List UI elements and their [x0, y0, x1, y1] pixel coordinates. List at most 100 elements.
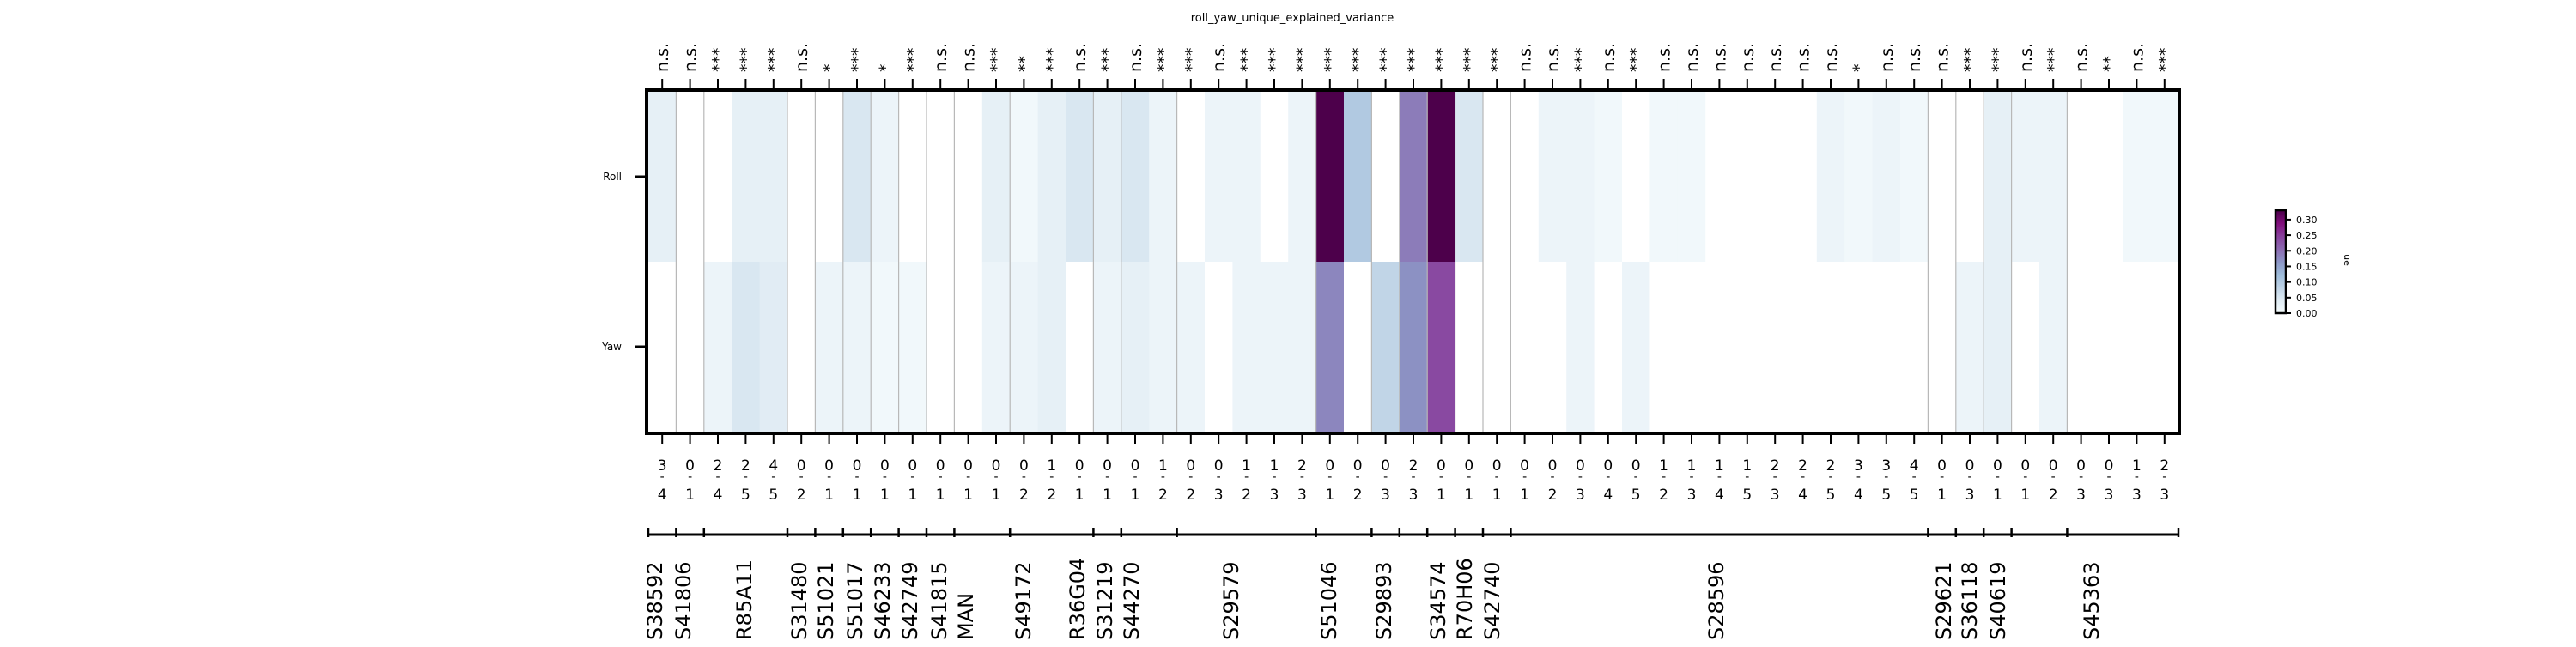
sig-label-39: n.s. [1739, 43, 1758, 72]
bottom-label-bottom-40: 3 [1771, 487, 1780, 504]
heatmap-cell-roll-30 [1483, 92, 1511, 263]
colorbar-segment-16 [2275, 284, 2286, 287]
heatmap-cell-roll-32 [1538, 92, 1567, 263]
heatmap-cell-yaw-46 [1928, 262, 1957, 432]
colorbar-segment-19 [2275, 279, 2286, 281]
bottom-label-bottom-18: 2 [1158, 487, 1168, 504]
bottom-label-top-30: 0 [1492, 457, 1502, 475]
bottom-label-top-40: 2 [1771, 457, 1780, 475]
heatmap-cell-yaw-12 [981, 262, 1011, 432]
bottom-label-dash-27: - [1411, 470, 1415, 484]
group-label-3: S31480 [787, 561, 811, 640]
colorbar-tick-label-1: 0.05 [2296, 293, 2318, 304]
bottom-label-dash-2: - [715, 470, 720, 484]
bottom-label-dash-28: - [1439, 470, 1443, 484]
bottom-label-top-54: 2 [2160, 457, 2169, 475]
sig-label-44: n.s. [1878, 43, 1897, 72]
heatmap-cell-roll-36 [1649, 92, 1679, 263]
bottom-label-dash-34: - [1606, 470, 1610, 484]
bottom-label-dash-29: - [1467, 470, 1471, 484]
colorbar-segment-57 [2275, 214, 2286, 216]
heatmap-cell-yaw-2 [703, 262, 732, 432]
heatmap-cell-yaw-26 [1371, 262, 1400, 432]
sig-label-28: *** [1432, 48, 1451, 73]
bottom-label-dash-41: - [1801, 470, 1805, 484]
bottom-label-bottom-12: 1 [992, 487, 1001, 504]
sig-label-15: n.s. [1071, 43, 1090, 72]
colorbar: 0.00 0.05 0.10 0.15 0.20 0.25 0.30 ue [2274, 209, 2353, 319]
colorbar-segment-54 [2275, 219, 2286, 221]
bottom-label-top-8: 0 [880, 457, 890, 475]
heatmap-cell-roll-45 [1900, 92, 1929, 263]
colorbar-tick-label-5: 0.25 [2296, 230, 2318, 241]
heatmap-cell-yaw-14 [1037, 262, 1066, 432]
heatmap-cell-roll-51 [2067, 92, 2096, 263]
sig-label-17: n.s. [1127, 43, 1145, 72]
sig-label-37: n.s. [1683, 43, 1702, 72]
sig-label-48: *** [1989, 48, 2008, 73]
bottom-label-top-41: 2 [1798, 457, 1807, 475]
sig-label-22: *** [1266, 48, 1285, 73]
bottom-label-bottom-3: 5 [741, 487, 750, 504]
bottom-label-bottom-23: 3 [1297, 487, 1307, 504]
bottom-label-top-50: 0 [2049, 457, 2058, 475]
heatmap-cell-roll-50 [2039, 92, 2068, 263]
bottom-label-dash-19: - [1188, 470, 1193, 484]
group-label-20: S28596 [1704, 561, 1728, 640]
heatmap-cell-yaw-38 [1705, 262, 1735, 432]
heatmap-cell-yaw-1 [676, 262, 705, 432]
group-axis: S38592 S41806 R85A11 S31480 S51021 S51017 S462… [643, 528, 2180, 640]
bottom-label-top-42: 2 [1826, 457, 1836, 475]
bottom-label-dash-15: - [1078, 470, 1082, 484]
bottom-label-bottom-33: 3 [1576, 487, 1585, 504]
bottom-label-dash-40: - [1773, 470, 1777, 484]
bottom-label-dash-11: - [966, 470, 970, 484]
heatmap-cell-roll-7 [842, 92, 872, 263]
bottom-label-top-1: 0 [685, 457, 695, 475]
sig-label-16: *** [1099, 48, 1118, 73]
heatmap-cell-roll-22 [1260, 92, 1289, 263]
heatmap-cell-yaw-40 [1761, 262, 1789, 432]
bottom-label-bottom-31: 1 [1520, 487, 1529, 504]
colorbar-segment-41 [2275, 241, 2286, 244]
colorbar-segment-26 [2275, 267, 2286, 269]
sig-label-35: *** [1627, 48, 1646, 73]
sig-label-25: *** [1349, 48, 1368, 73]
colorbar-segment-52 [2275, 222, 2286, 225]
bottom-label-bottom-20: 3 [1214, 487, 1224, 504]
chart-title: roll_yaw_unique_explained_variance [1191, 12, 1394, 25]
sig-label-52: ** [2100, 56, 2119, 72]
bottom-label-bottom-30: 1 [1492, 487, 1502, 504]
heatmap-cell-yaw-42 [1816, 262, 1845, 432]
group-label-9: MAN [954, 593, 978, 640]
bottom-label-bottom-16: 1 [1103, 487, 1112, 504]
heatmap-cell-yaw-17 [1121, 262, 1150, 432]
bottom-label-bottom-45: 5 [1910, 487, 1919, 504]
bottom-label-top-17: 0 [1131, 457, 1140, 475]
heatmap-cell-roll-23 [1288, 92, 1317, 263]
sig-label-20: n.s. [1210, 43, 1229, 72]
heatmap-cell-yaw-30 [1483, 262, 1511, 432]
bottom-label-bottom-5: 2 [797, 487, 806, 504]
bottom-label-dash-52: - [2106, 470, 2111, 484]
bottom-label-dash-32: - [1550, 470, 1554, 484]
colorbar-segment-37 [2275, 248, 2286, 251]
colorbar-segment-46 [2275, 233, 2286, 235]
sig-label-31: n.s. [1516, 43, 1535, 72]
bottom-label-bottom-28: 1 [1437, 487, 1446, 504]
colorbar-segment-20 [2275, 277, 2286, 280]
heatmap-cell-roll-31 [1510, 92, 1540, 263]
bottom-axis: 3-40-12-42-54-50-20-10-10-10-10-10-10-10… [658, 433, 2169, 504]
heatmap-cell-yaw-20 [1205, 262, 1233, 432]
bottom-label-bottom-29: 1 [1464, 487, 1473, 504]
heatmap-cell-roll-52 [2094, 92, 2123, 263]
sig-label-30: *** [1488, 48, 1507, 73]
heatmap-cell-yaw-16 [1093, 262, 1122, 432]
heatmap-cell-roll-38 [1705, 92, 1735, 263]
bottom-label-dash-46: - [1940, 470, 1944, 484]
bottom-label-dash-3: - [744, 470, 748, 484]
bottom-label-top-53: 1 [2132, 457, 2142, 475]
bottom-label-bottom-53: 3 [2132, 487, 2142, 504]
bottom-label-bottom-47: 3 [1965, 487, 1975, 504]
